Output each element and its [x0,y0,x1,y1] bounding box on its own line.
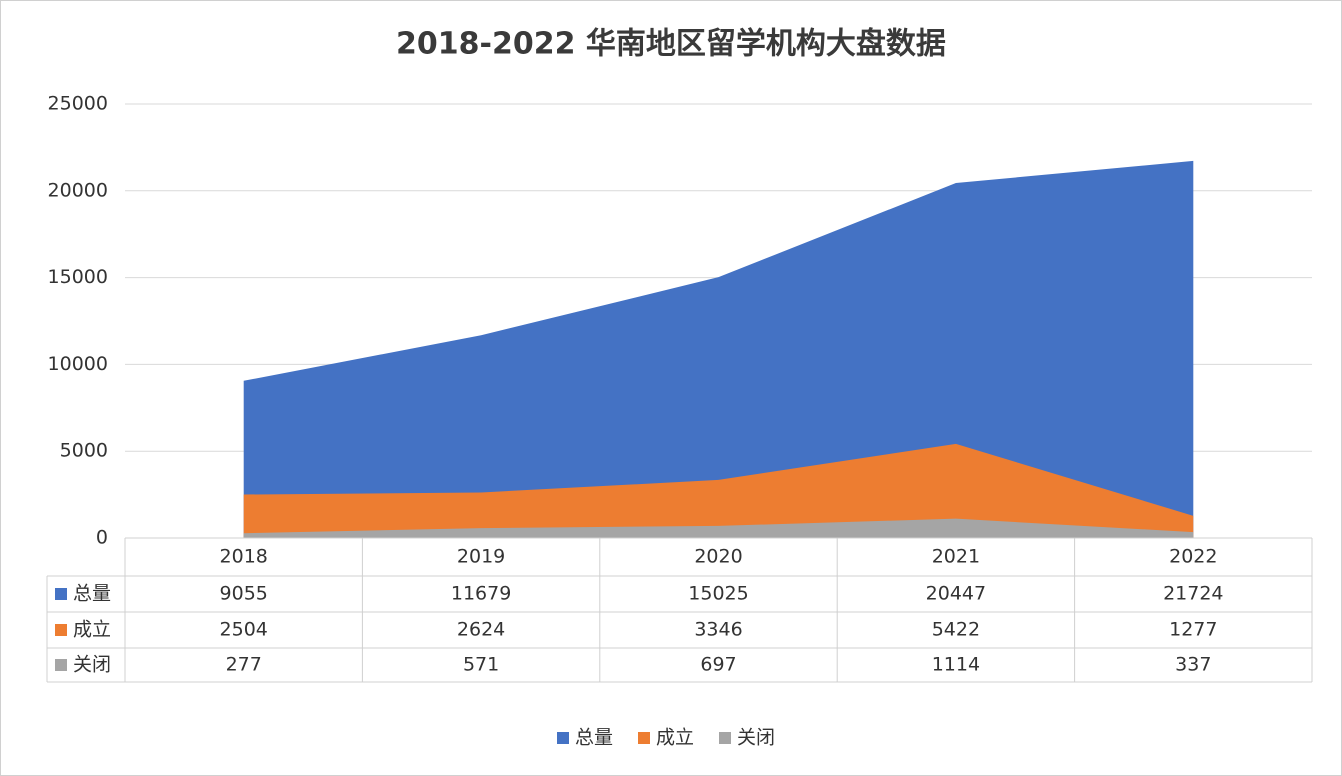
legend-key [638,732,650,744]
x-tick-label: 2019 [457,546,505,568]
table-cell: 9055 [220,583,268,605]
table-cell: 1277 [1169,619,1217,641]
table-cell: 20447 [926,583,986,605]
legend-key [719,732,731,744]
y-tick-label: 25000 [48,93,108,115]
y-tick-label: 15000 [48,266,108,288]
y-tick-label: 20000 [48,179,108,201]
area [243,160,1194,539]
table-cell: 277 [226,654,262,676]
area [243,518,1194,538]
table-cell: 337 [1175,654,1211,676]
x-tick-label: 2022 [1169,546,1217,568]
table-legend-key [55,624,67,636]
table-cell: 697 [700,654,736,676]
x-tick-label: 2021 [932,546,980,568]
table-legend-key [55,588,67,600]
x-tick-label: 2018 [220,546,268,568]
area [243,443,1194,538]
legend-key [557,732,569,744]
legend-label: 关闭 [737,727,775,749]
table-cell: 5422 [932,619,980,641]
table-cell: 3346 [694,619,742,641]
table-cell: 21724 [1163,583,1223,605]
legend-label: 总量 [575,727,613,749]
x-tick-label: 2020 [694,546,742,568]
table-cell: 2624 [457,619,505,641]
table-row-label: 关闭 [73,654,111,676]
table-cell: 15025 [688,583,748,605]
y-tick-label: 0 [96,527,108,549]
table-cell: 1114 [932,654,980,676]
table-row-label: 成立 [73,619,111,641]
y-tick-label: 10000 [48,353,108,375]
chart-title: 2018-2022 华南地区留学机构大盘数据 [396,27,946,62]
table-cell: 571 [463,654,499,676]
legend-label: 成立 [656,727,694,749]
table-cell: 2504 [220,619,268,641]
table-cell: 11679 [451,583,511,605]
table-legend-key [55,659,67,671]
y-tick-label: 5000 [60,440,108,462]
table-row-label: 总量 [73,583,111,605]
